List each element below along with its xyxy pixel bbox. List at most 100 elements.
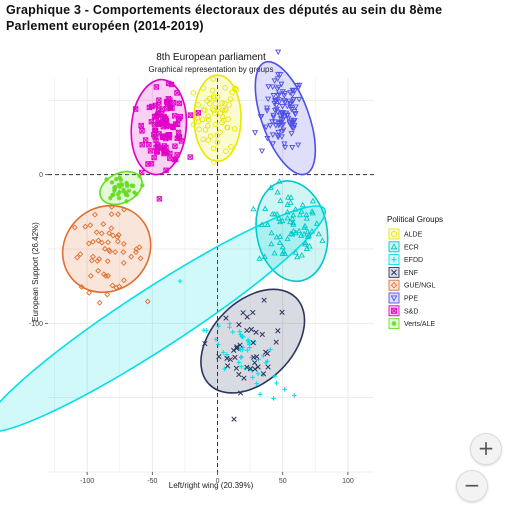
data-point — [270, 112, 277, 119]
data-point — [204, 328, 209, 333]
points-ecr — [250, 178, 326, 261]
legend-swatch — [388, 292, 400, 304]
zoom-out-button[interactable]: − — [456, 470, 488, 502]
data-point — [278, 134, 285, 140]
data-point — [271, 107, 279, 114]
data-point — [233, 365, 240, 371]
data-point — [154, 148, 161, 155]
data-point — [108, 203, 115, 210]
data-point — [319, 237, 326, 243]
data-point — [288, 131, 295, 137]
data-point — [147, 148, 154, 154]
data-point — [237, 329, 243, 334]
data-point — [172, 113, 178, 119]
data-point — [120, 259, 127, 266]
legend-swatch — [388, 228, 400, 240]
data-point — [190, 90, 197, 96]
data-point — [108, 195, 113, 201]
data-point — [292, 229, 299, 236]
data-point — [212, 121, 219, 128]
data-point — [224, 352, 230, 357]
data-point — [105, 272, 112, 279]
data-point — [264, 221, 271, 227]
data-point — [155, 143, 161, 149]
data-point — [291, 393, 297, 398]
data-point — [282, 387, 287, 392]
data-point — [211, 107, 217, 114]
data-point — [115, 231, 122, 238]
legend-label: ECR — [404, 244, 419, 251]
data-point — [282, 91, 289, 97]
legend-label: ENF — [404, 270, 418, 277]
data-point — [292, 206, 299, 212]
data-point — [221, 108, 228, 114]
data-point — [123, 192, 129, 198]
data-point — [274, 133, 282, 139]
data-point — [250, 375, 255, 380]
data-point — [269, 119, 276, 125]
data-point — [297, 211, 304, 218]
legend: Political Groups ALDE ECR EFDD ENF GUE/NGL PP… — [387, 215, 443, 330]
data-point — [114, 238, 121, 245]
data-point — [287, 194, 295, 200]
data-point — [267, 184, 274, 190]
data-point — [175, 129, 182, 136]
data-point — [277, 197, 284, 204]
data-point — [85, 240, 92, 247]
data-point — [277, 233, 284, 239]
data-point — [170, 124, 176, 130]
data-point — [313, 220, 320, 226]
data-point — [290, 219, 297, 226]
points-verts-ale — [104, 173, 145, 204]
data-point — [163, 167, 169, 173]
data-point — [137, 255, 144, 262]
data-point — [247, 366, 254, 372]
data-point — [90, 238, 96, 245]
data-point — [212, 100, 219, 107]
data-point — [284, 194, 292, 200]
data-point — [137, 173, 142, 179]
legend-label: GUE/NGL — [404, 283, 436, 290]
data-point — [274, 109, 281, 115]
data-point — [206, 95, 212, 102]
data-point — [275, 71, 282, 78]
data-point — [156, 196, 163, 202]
data-point — [113, 176, 119, 182]
data-point — [163, 117, 170, 124]
data-point — [271, 119, 279, 125]
data-point — [210, 145, 217, 152]
page-title: Graphique 3 - Comportements électoraux d… — [6, 3, 443, 33]
legend-item-s-d: S&D — [388, 305, 418, 317]
data-point — [174, 152, 180, 158]
data-point — [278, 81, 285, 88]
data-point — [251, 354, 257, 361]
data-point — [174, 121, 181, 127]
data-point — [155, 108, 162, 114]
data-point — [152, 102, 159, 109]
data-point — [288, 107, 295, 113]
data-point — [315, 230, 322, 237]
data-point — [273, 339, 279, 345]
data-point — [124, 199, 129, 204]
data-point — [276, 178, 283, 184]
legend-item-ppe: PPE — [388, 292, 418, 304]
y-tick-label: 0 — [39, 172, 43, 179]
data-point — [275, 49, 282, 56]
data-point — [104, 177, 109, 182]
data-point — [267, 123, 274, 129]
data-point — [133, 191, 139, 197]
data-point — [115, 192, 121, 197]
data-point — [88, 257, 95, 264]
data-point — [210, 93, 217, 100]
data-point — [305, 231, 312, 238]
data-point — [295, 142, 302, 149]
data-point — [156, 97, 162, 103]
data-point — [102, 272, 109, 279]
data-point — [71, 224, 78, 231]
data-point — [273, 233, 280, 240]
points-efdd — [177, 278, 297, 401]
zoom-in-button[interactable]: + — [470, 433, 502, 465]
data-point — [220, 117, 227, 123]
data-point — [224, 355, 230, 361]
